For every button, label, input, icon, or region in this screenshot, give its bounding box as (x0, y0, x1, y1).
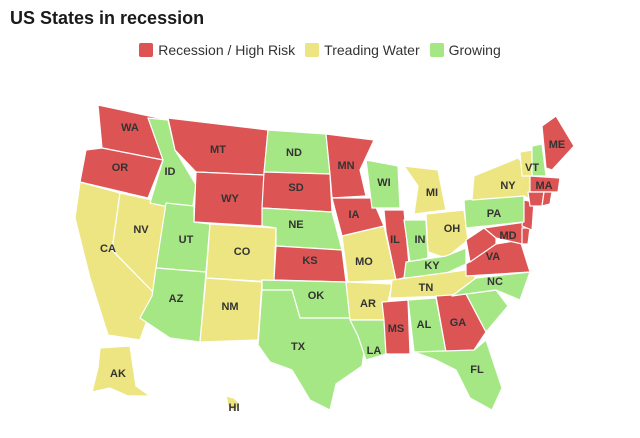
state-MA[interactable] (529, 175, 561, 193)
state-label-SD: SD (288, 182, 303, 194)
legend-item-growing[interactable]: Growing (429, 42, 501, 58)
map-title: US States in recession (10, 8, 205, 28)
state-label-ND: ND (286, 147, 302, 159)
state-label-NM: NM (221, 301, 238, 313)
state-AK[interactable] (91, 345, 151, 397)
state-label-IA: IA (349, 209, 360, 221)
state-OH[interactable] (425, 209, 469, 259)
state-label-HI: HI (229, 402, 240, 414)
state-MI[interactable] (403, 165, 447, 215)
state-labels: WA OR CA NV ID MT WY UT AZ CO NM ND SD N… (100, 122, 565, 414)
state-label-MS: MS (388, 323, 405, 335)
state-label-AK: AK (110, 368, 126, 380)
legend-swatch-recession (139, 43, 154, 57)
state-label-VA: VA (486, 251, 501, 263)
state-label-GA: GA (450, 317, 467, 329)
legend-label-recession: Recession / High Risk (158, 42, 296, 58)
state-WI[interactable] (365, 159, 401, 209)
state-label-MT: MT (210, 144, 226, 156)
state-label-MO: MO (355, 256, 373, 268)
state-label-ID: ID (165, 166, 176, 178)
state-label-AL: AL (417, 319, 432, 331)
state-label-NV: NV (133, 224, 149, 236)
legend-swatch-growing (429, 43, 444, 57)
legend: Recession / High Risk Treading Water Gro… (0, 42, 640, 58)
state-label-NY: NY (500, 180, 516, 192)
state-RI[interactable] (541, 191, 553, 207)
state-label-CA: CA (100, 243, 116, 255)
state-label-OR: OR (112, 162, 129, 174)
state-label-KS: KS (302, 255, 317, 267)
state-HI[interactable] (225, 395, 241, 413)
state-label-OH: OH (444, 223, 461, 235)
state-label-IN: IN (415, 234, 426, 246)
state-label-TX: TX (291, 341, 306, 353)
state-NC[interactable] (451, 271, 531, 301)
state-label-CO: CO (234, 246, 251, 258)
state-MS[interactable] (381, 299, 411, 355)
state-NH[interactable] (531, 143, 547, 177)
state-label-MI: MI (426, 187, 438, 199)
state-label-AZ: AZ (169, 293, 184, 305)
state-CT[interactable] (527, 191, 545, 207)
state-label-LA: LA (367, 345, 382, 357)
state-MN[interactable] (325, 133, 375, 199)
state-label-WY: WY (221, 193, 239, 205)
legend-item-treading[interactable]: Treading Water (305, 42, 420, 58)
state-shapes (74, 104, 575, 413)
legend-label-treading: Treading Water (324, 42, 420, 58)
state-OR[interactable] (79, 147, 164, 199)
state-label-IL: IL (390, 234, 400, 246)
state-label-NC: NC (487, 276, 503, 288)
state-label-KY: KY (424, 260, 440, 272)
state-label-UT: UT (179, 234, 194, 246)
state-label-OK: OK (308, 290, 325, 302)
state-LA[interactable] (349, 319, 387, 361)
state-WV[interactable] (465, 227, 497, 263)
state-label-WA: WA (121, 122, 139, 134)
state-label-AR: AR (360, 298, 376, 310)
state-FL[interactable] (413, 339, 503, 411)
state-label-ME: ME (549, 139, 566, 151)
state-label-MN: MN (337, 160, 354, 172)
state-label-PA: PA (487, 208, 502, 220)
legend-label-growing: Growing (448, 42, 501, 58)
state-TX[interactable] (257, 289, 367, 411)
state-label-FL: FL (470, 364, 484, 376)
state-label-WI: WI (377, 177, 390, 189)
state-label-NE: NE (288, 219, 303, 231)
legend-item-recession[interactable]: Recession / High Risk (139, 42, 295, 58)
state-ME[interactable] (541, 115, 575, 171)
state-label-MA: MA (535, 180, 552, 192)
state-DE[interactable] (521, 227, 531, 245)
state-IN[interactable] (403, 219, 429, 263)
legend-swatch-treading (305, 43, 320, 57)
state-label-MD: MD (499, 230, 516, 242)
state-label-VT: VT (525, 162, 539, 174)
state-label-TN: TN (419, 282, 434, 294)
